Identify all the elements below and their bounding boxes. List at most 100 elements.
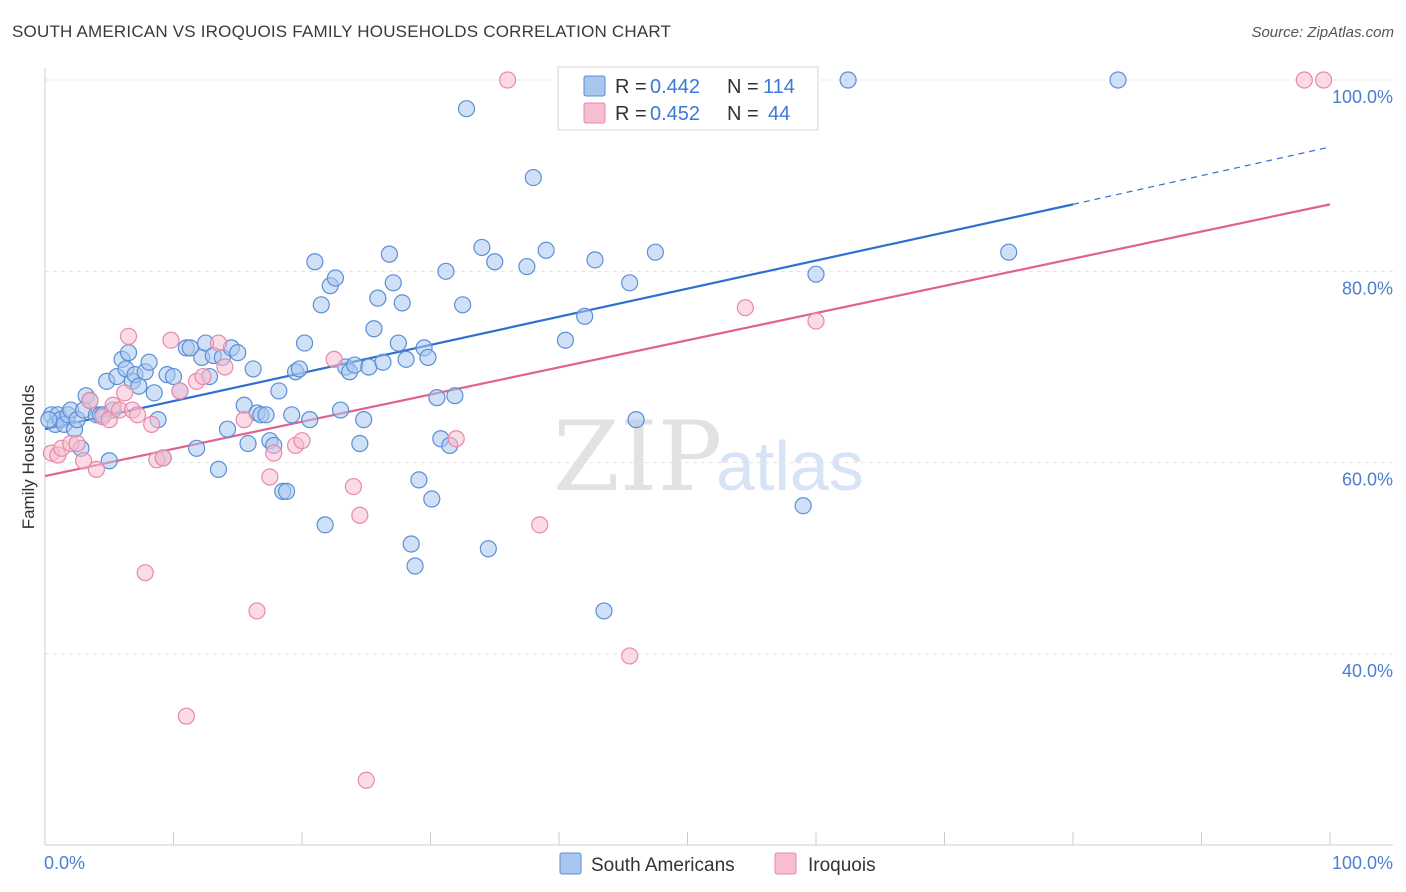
data-point-iroquois (293, 432, 311, 450)
y-axis-label: Family Households (19, 385, 38, 530)
data-point-south-americans (437, 262, 455, 280)
series-legend-label-iroquois: Iroquois (808, 855, 876, 876)
data-point-south-americans (145, 384, 163, 402)
legend-r-value-2: 0.452 (650, 103, 700, 125)
data-point-south-americans (397, 350, 415, 368)
data-point-iroquois (531, 516, 549, 534)
data-point-south-americans (355, 411, 373, 429)
data-point-iroquois (171, 382, 189, 400)
data-point-south-americans (389, 334, 407, 352)
data-point-south-americans (807, 265, 825, 283)
data-point-south-americans (295, 334, 314, 352)
y-tick-label: 60.0% (1342, 470, 1393, 490)
data-point-iroquois (235, 411, 253, 429)
data-point-south-americans (428, 389, 446, 407)
trend-line-iroquois (44, 203, 1331, 478)
data-point-south-americans (537, 241, 555, 259)
legend-swatch-pink (583, 102, 606, 124)
y-tick-label: 40.0% (1342, 661, 1393, 681)
legend-n-value-1: 114 (763, 76, 795, 98)
y-tick-label: 100.0% (1332, 87, 1393, 107)
data-point-south-americans (301, 411, 319, 429)
data-point-south-americans (410, 471, 428, 489)
data-point-iroquois (248, 602, 266, 620)
data-point-south-americans (393, 294, 411, 312)
data-point-south-americans (331, 401, 350, 419)
data-point-south-americans (1000, 243, 1018, 261)
data-point-south-americans (524, 168, 542, 187)
data-point-iroquois (87, 460, 106, 478)
data-point-south-americans (244, 360, 262, 378)
data-point-iroquois (351, 506, 369, 524)
trend-line-south-americans-extension (1072, 146, 1331, 205)
series-legend-swatch-blue (559, 852, 582, 875)
x-tick-label-max: 100.0% (1332, 853, 1393, 873)
data-point-south-americans (556, 331, 575, 349)
data-point-south-americans (119, 344, 138, 362)
legend-r-value-1: 0.442 (650, 76, 700, 98)
data-point-iroquois (1295, 71, 1313, 89)
data-point-iroquois (1314, 71, 1333, 89)
data-point-iroquois (136, 564, 154, 582)
data-point-iroquois (119, 327, 138, 345)
legend-r-label-2: R = (615, 103, 647, 125)
chart-title: SOUTH AMERICAN VS IROQUOIS FAMILY HOUSEH… (12, 22, 672, 41)
data-point-south-americans (257, 406, 275, 424)
data-point-iroquois (68, 434, 86, 453)
data-point-iroquois (447, 430, 465, 448)
data-point-south-americans (457, 100, 476, 118)
data-point-south-americans (595, 602, 613, 620)
data-point-south-americans (406, 557, 424, 575)
trend-lines (44, 146, 1331, 478)
data-point-south-americans (486, 253, 504, 271)
data-point-south-americans (270, 382, 288, 400)
data-point-south-americans (164, 367, 183, 386)
data-point-iroquois (357, 771, 375, 789)
data-point-south-americans (229, 344, 247, 362)
legend-n-value-2: 44 (768, 103, 790, 125)
data-point-iroquois (116, 384, 134, 402)
data-point-iroquois (344, 477, 362, 496)
data-point-iroquois (807, 312, 825, 330)
y-tick-label: 80.0% (1342, 278, 1393, 298)
series-legend: South Americans Iroquois (559, 852, 876, 876)
series-legend-label-south-americans: South Americans (591, 855, 735, 876)
data-point-iroquois (621, 647, 639, 665)
data-point-iroquois (154, 449, 172, 467)
legend-n-label-2: N = (727, 103, 759, 125)
x-ticks (44, 832, 1331, 845)
data-point-south-americans (1109, 71, 1127, 89)
trend-line-south-americans (44, 203, 1074, 431)
data-point-iroquois (194, 367, 212, 386)
data-point-south-americans (326, 269, 345, 287)
data-point-iroquois (177, 707, 195, 725)
data-point-iroquois (216, 358, 234, 376)
data-point-south-americans (384, 274, 402, 292)
data-point-south-americans (130, 377, 148, 395)
data-point-south-americans (290, 360, 309, 378)
data-point-iroquois (261, 468, 279, 486)
data-point-south-americans (351, 434, 369, 453)
x-tick-label-min: 0.0% (44, 853, 85, 873)
data-point-iroquois (265, 444, 283, 462)
data-point-south-americans (794, 497, 812, 515)
data-point-south-americans (209, 460, 228, 478)
data-point-south-americans (181, 339, 199, 357)
data-point-iroquois (736, 299, 754, 317)
series-iroquois (42, 71, 1333, 789)
data-point-south-americans (140, 353, 158, 371)
data-point-south-americans (446, 387, 464, 405)
data-point-iroquois (325, 350, 343, 368)
data-point-south-americans (576, 307, 594, 325)
data-point-iroquois (74, 452, 93, 470)
data-point-south-americans (473, 238, 491, 257)
data-point-iroquois (143, 415, 161, 433)
data-point-south-americans (100, 452, 118, 470)
data-point-south-americans (374, 353, 392, 371)
data-point-south-americans (479, 540, 497, 558)
data-point-south-americans (402, 535, 420, 553)
data-point-south-americans (646, 243, 664, 261)
data-point-south-americans (518, 257, 536, 276)
legend-swatch-blue (583, 75, 606, 97)
